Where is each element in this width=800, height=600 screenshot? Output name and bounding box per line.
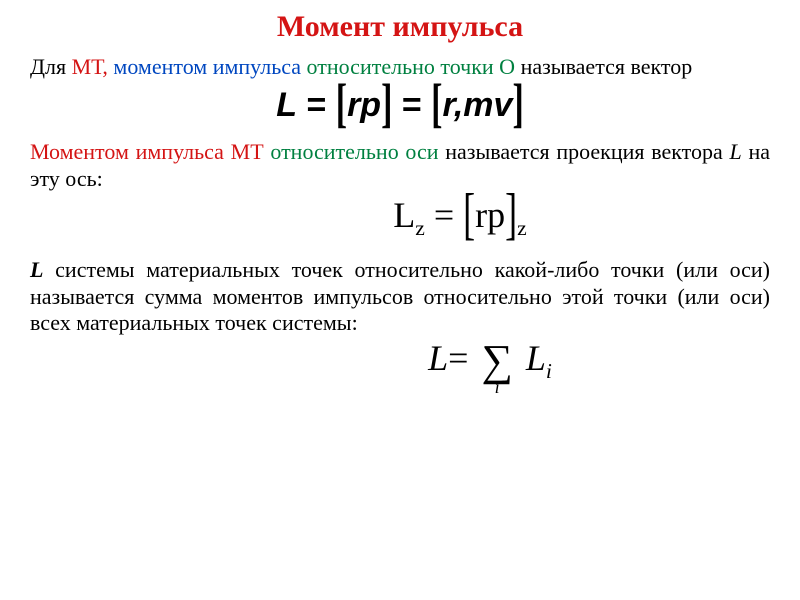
f3-sub-i: i bbox=[546, 359, 552, 383]
f2-eq: = bbox=[425, 195, 463, 235]
f3-L: L bbox=[428, 338, 448, 378]
paragraph-2: Моментом импульса МТ относительно оси на… bbox=[30, 139, 770, 192]
p3-t2: системы материальных точек относительно … bbox=[30, 257, 770, 335]
formula-3: L= ∑ i Li bbox=[210, 337, 770, 384]
f3-eq: = bbox=[448, 338, 477, 378]
p1-t1: Для bbox=[30, 54, 72, 79]
f1-rmv: r,mv bbox=[442, 86, 512, 124]
f2-rp: rp bbox=[475, 195, 505, 235]
paragraph-3: L системы материальных точек относительн… bbox=[30, 257, 770, 336]
p1-t5: называется вектор bbox=[515, 54, 692, 79]
sigma-index: i bbox=[495, 377, 500, 398]
p1-t4-green: относительно точки О bbox=[301, 54, 515, 79]
f2-lbr: [ bbox=[463, 181, 475, 248]
sigma-wrap: ∑ i bbox=[481, 339, 512, 384]
paragraph-1: Для МТ, моментом импульса относительно т… bbox=[30, 54, 770, 80]
p2-t4: L bbox=[729, 139, 741, 164]
f1-rbr: ] bbox=[381, 75, 392, 136]
f1-lbr2: [ bbox=[431, 75, 442, 136]
f1-eq2: = bbox=[392, 86, 431, 124]
f1-rbr2: ] bbox=[512, 75, 523, 136]
f1-rp: rp bbox=[347, 86, 381, 124]
p2-t3: называется проекция вектора bbox=[439, 139, 730, 164]
p2-t2-green: относительно оси bbox=[264, 139, 439, 164]
f2-z1: z bbox=[415, 216, 425, 240]
slide: Момент импульса Для МТ, моментом импульс… bbox=[0, 0, 800, 600]
formula-1: L = [rp] = [r,mv] bbox=[30, 86, 770, 125]
f2-z2: z bbox=[517, 216, 527, 240]
f3-Li: L bbox=[526, 338, 546, 378]
p2-t1-red: Моментом импульса МТ bbox=[30, 139, 264, 164]
p1-t3-blue: моментом импульса bbox=[108, 54, 301, 79]
f1-lbr: [ bbox=[336, 75, 347, 136]
f2-L: L bbox=[393, 195, 415, 235]
p1-t2-red: МТ, bbox=[72, 54, 108, 79]
formula-2: Lz = [rp]z bbox=[150, 194, 770, 241]
f2-rbr: ] bbox=[505, 181, 517, 248]
slide-title: Момент импульса bbox=[30, 10, 770, 44]
p3-t1: L bbox=[30, 257, 43, 282]
f1-lhs: L bbox=[276, 86, 297, 124]
f1-eq: = bbox=[297, 86, 336, 124]
